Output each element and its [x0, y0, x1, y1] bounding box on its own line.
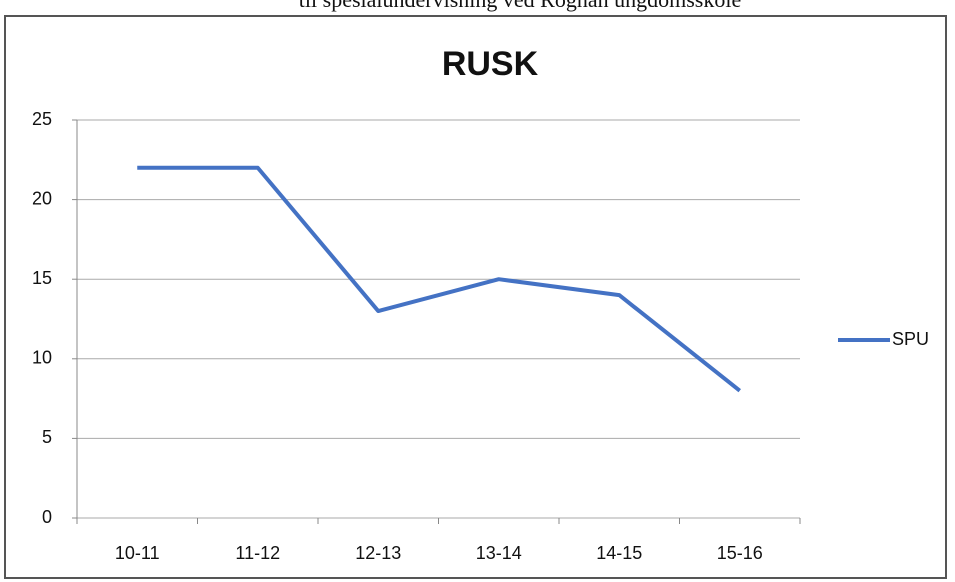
- x-tick-label: 11-12: [235, 543, 280, 563]
- line-series: [137, 165, 741, 393]
- chart-title: RUSK: [442, 45, 539, 83]
- x-tick-label: 15-16: [717, 543, 763, 563]
- x-tick-label: 10-11: [115, 543, 160, 563]
- y-tick-label: 10: [32, 348, 52, 368]
- y-tick-label: 0: [42, 507, 52, 527]
- x-tick-label: 13-14: [476, 543, 522, 563]
- y-tick-label: 15: [32, 268, 52, 288]
- y-tick-label: 25: [32, 109, 52, 129]
- y-tick-label: 5: [42, 427, 52, 447]
- x-tick-label: 12-13: [355, 543, 401, 563]
- legend-label: SPU: [892, 329, 929, 349]
- chart-frame: [4, 15, 947, 579]
- page-header: til spesialundervisning ved Rognan ungdo…: [299, 0, 741, 12]
- x-tick-label: 14-15: [596, 543, 642, 563]
- y-tick-label: 20: [32, 188, 52, 208]
